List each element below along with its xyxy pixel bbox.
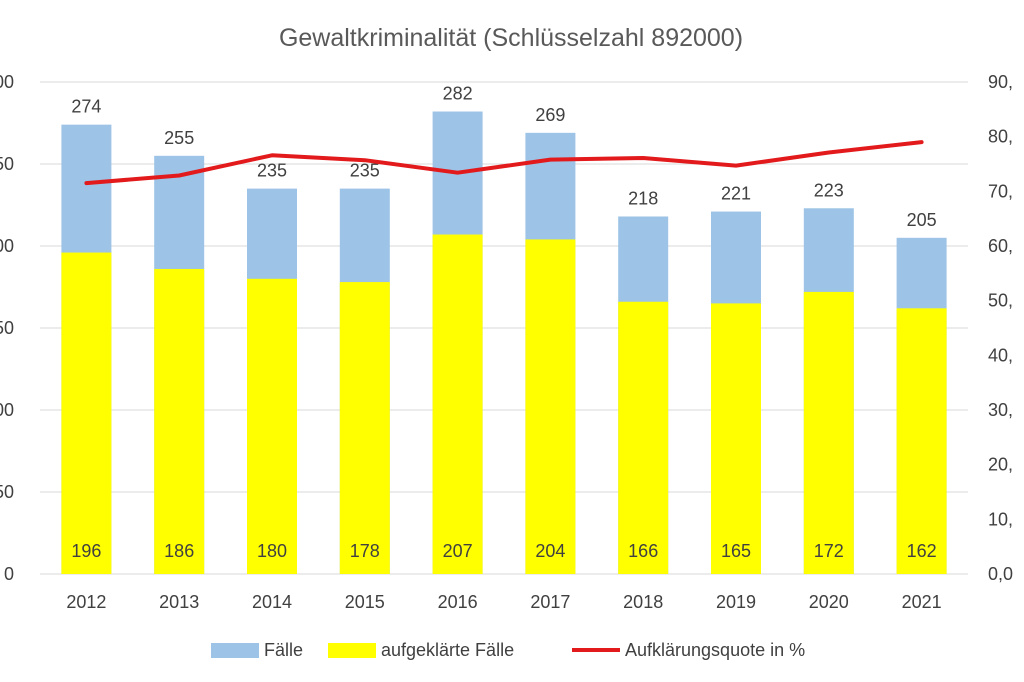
y-right-tick-label: 90, bbox=[988, 72, 1013, 92]
legend-swatch-aufgeklaerte-faelle bbox=[328, 643, 376, 658]
y-left-tick-label: 0 bbox=[4, 564, 14, 584]
y-right-tick-label: 30, bbox=[988, 400, 1013, 420]
series-line-aufklaerungsquote bbox=[84, 140, 924, 186]
y-left-tick-label: 00 bbox=[0, 236, 14, 256]
x-category-label: 2012 bbox=[66, 592, 106, 612]
bar-aufgeklaerte-faelle bbox=[711, 303, 761, 574]
bars: 274 196 255 186 235 180 235 178 282 207 269 204 218 1… bbox=[61, 84, 947, 575]
bar-aufgeklaerte-faelle bbox=[339, 282, 390, 574]
data-label-faelle: 282 bbox=[443, 84, 473, 104]
y-right-tick-label: 0,0 bbox=[988, 564, 1013, 584]
data-label-aufgeklaerte-faelle: 178 bbox=[350, 541, 380, 561]
data-label-faelle: 218 bbox=[628, 188, 658, 208]
y-left-tick-label: 00 bbox=[0, 400, 14, 420]
data-label-faelle: 205 bbox=[907, 210, 937, 230]
x-category-label: 2013 bbox=[159, 592, 199, 612]
x-axis-categories: 2012 2013 2014 2015 2016 2017 2018 2019 2020 2021 bbox=[66, 592, 941, 612]
data-label-aufgeklaerte-faelle: 204 bbox=[535, 541, 565, 561]
bar-aufgeklaerte-faelle bbox=[61, 252, 112, 574]
data-label-faelle: 221 bbox=[721, 184, 751, 204]
data-label-aufgeklaerte-faelle: 166 bbox=[628, 541, 658, 561]
y-left-tick-label: 50 bbox=[0, 318, 14, 338]
bar-aufgeklaerte-faelle bbox=[896, 308, 947, 574]
x-category-label: 2018 bbox=[623, 592, 663, 612]
x-category-label: 2021 bbox=[902, 592, 942, 612]
data-label-aufgeklaerte-faelle: 196 bbox=[71, 541, 101, 561]
data-label-faelle: 235 bbox=[350, 161, 380, 181]
data-label-aufgeklaerte-faelle: 172 bbox=[814, 541, 844, 561]
bar-aufgeklaerte-faelle bbox=[432, 234, 483, 574]
rate-line bbox=[84, 140, 924, 186]
x-category-label: 2019 bbox=[716, 592, 756, 612]
legend-label-aufgeklaerte-faelle: aufgeklärte Fälle bbox=[381, 640, 514, 660]
y-right-tick-label: 70, bbox=[988, 181, 1013, 201]
legend: Fälle aufgeklärte Fälle Aufklärungsquote i… bbox=[211, 640, 805, 660]
y-right-tick-label: 10, bbox=[988, 509, 1013, 529]
y-right-tick-label: 20, bbox=[988, 455, 1013, 475]
x-category-label: 2015 bbox=[345, 592, 385, 612]
bar-aufgeklaerte-faelle bbox=[803, 291, 854, 574]
x-category-label: 2014 bbox=[252, 592, 292, 612]
data-label-faelle: 235 bbox=[257, 161, 287, 181]
y-right-tick-label: 40, bbox=[988, 345, 1013, 365]
data-label-faelle: 274 bbox=[71, 97, 101, 117]
legend-swatch-faelle bbox=[211, 643, 259, 658]
data-label-aufgeklaerte-faelle: 186 bbox=[164, 541, 194, 561]
x-category-label: 2020 bbox=[809, 592, 849, 612]
y-right-tick-label: 50, bbox=[988, 291, 1013, 311]
bar-aufgeklaerte-faelle bbox=[618, 301, 669, 574]
x-category-label: 2016 bbox=[438, 592, 478, 612]
y-left-tick-label: 50 bbox=[0, 154, 14, 174]
data-label-faelle: 223 bbox=[814, 180, 844, 200]
y-right-tick-label: 60, bbox=[988, 236, 1013, 256]
bar-aufgeklaerte-faelle bbox=[525, 239, 576, 574]
data-label-aufgeklaerte-faelle: 165 bbox=[721, 541, 751, 561]
data-label-aufgeklaerte-faelle: 162 bbox=[907, 541, 937, 561]
y-axis-left: 0 50 00 50 00 50 00 bbox=[0, 72, 14, 584]
data-label-faelle: 269 bbox=[535, 105, 565, 125]
legend-label-aufklaerungsquote: Aufklärungsquote in % bbox=[625, 640, 805, 660]
chart-title: Gewaltkriminalität (Schlüsselzahl 892000… bbox=[279, 24, 743, 52]
y-axis-right: 0,0 10, 20, 30, 40, 50, 60, 70, 80, 90, bbox=[988, 72, 1013, 584]
data-label-aufgeklaerte-faelle: 207 bbox=[443, 541, 473, 561]
bar-aufgeklaerte-faelle bbox=[154, 268, 205, 574]
y-left-tick-label: 00 bbox=[0, 72, 14, 92]
y-right-tick-label: 80, bbox=[988, 127, 1013, 147]
bar-aufgeklaerte-faelle bbox=[247, 278, 297, 574]
data-label-faelle: 255 bbox=[164, 128, 194, 148]
legend-label-faelle: Fälle bbox=[264, 640, 303, 660]
x-category-label: 2017 bbox=[530, 592, 570, 612]
data-label-aufgeklaerte-faelle: 180 bbox=[257, 541, 287, 561]
y-left-tick-label: 50 bbox=[0, 482, 14, 502]
